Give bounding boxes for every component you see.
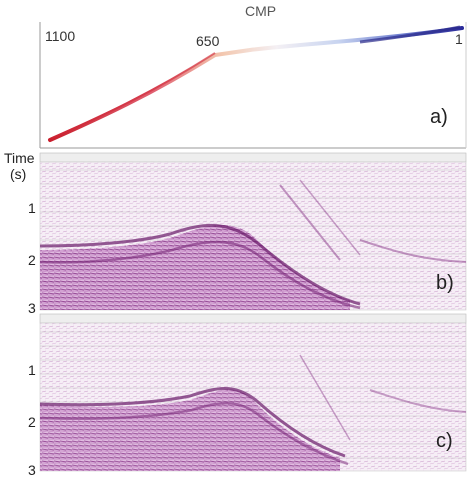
cmp-marker-650: 650 (196, 33, 220, 49)
cmp-marker-1: 1 (455, 31, 463, 47)
panel-b-tick-1: 1 (28, 200, 36, 216)
cmp-marker-1100: 1100 (45, 28, 76, 44)
cmp-title: CMP (245, 3, 277, 19)
panel-b-reflector (40, 225, 350, 310)
time-axis-label: Time (4, 150, 35, 166)
panel-b-letter: b) (436, 272, 454, 294)
panel-c-letter: c) (436, 430, 453, 452)
panel-c-tick-3: 3 (28, 462, 36, 478)
panel-c-tick-1: 1 (28, 362, 36, 378)
panel-c-reflector (40, 389, 340, 471)
panel-b-tick-3: 3 (28, 300, 36, 316)
panel-b-tick-2: 2 (28, 252, 36, 268)
panel-a-letter: a) (430, 106, 448, 128)
time-axis-unit: (s) (10, 166, 27, 182)
panel-c-tick-2: 2 (28, 414, 36, 430)
